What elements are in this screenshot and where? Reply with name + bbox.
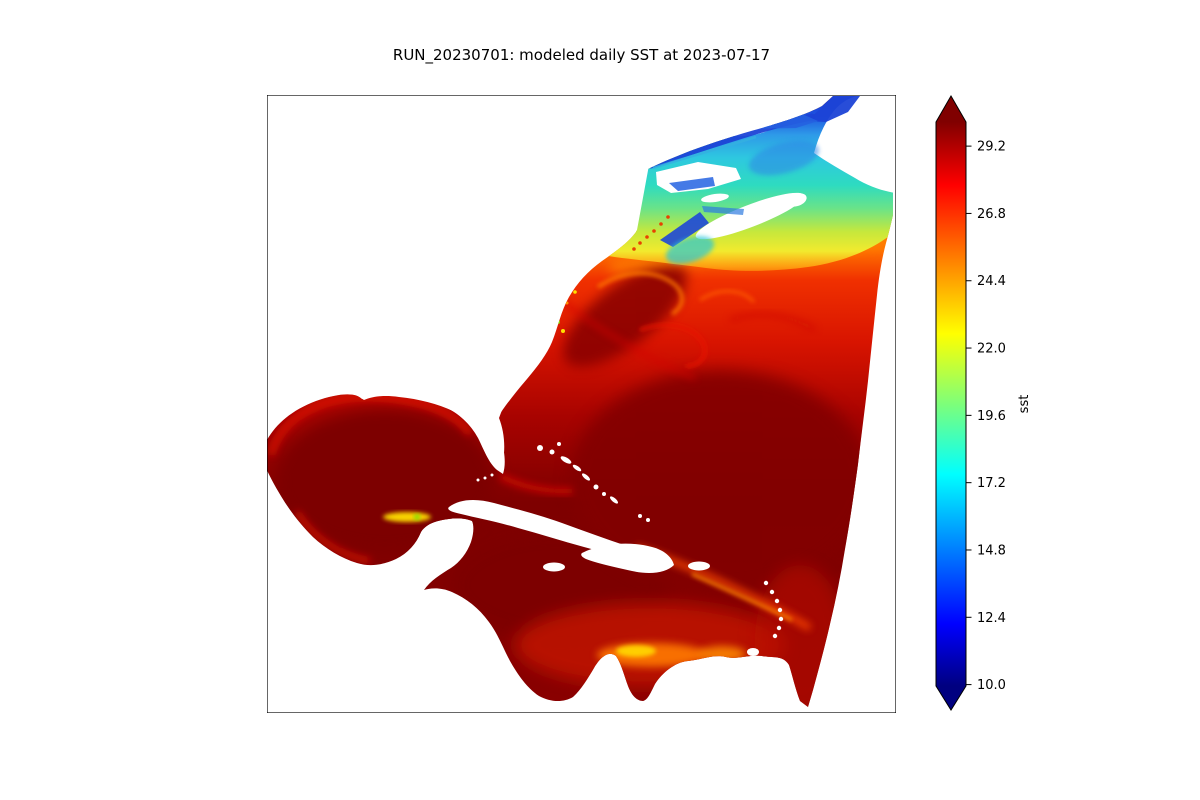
colorbar-tick-label: 22.0: [977, 342, 1006, 357]
campeche-upwelling: [383, 512, 431, 522]
gulf-stream-meander: [729, 312, 817, 333]
colorbar-tick-label: 14.8: [977, 543, 1006, 558]
gulf-stream-eddy-1: [596, 271, 684, 316]
florida-keys: [476, 473, 494, 482]
sst-map: [267, 95, 896, 713]
gulf-stream-filament: [558, 298, 696, 380]
newfoundland: [814, 96, 896, 193]
slope-water-band: [563, 263, 687, 367]
hispaniola: [581, 543, 674, 573]
venezuela-upwelling-east: [698, 646, 746, 662]
bay-of-fundy: [660, 212, 709, 247]
colorbar: 29.2 26.8 24.4 22.0 19.6 17.2 14.8 12.4 10.0 sst: [935, 94, 1032, 711]
campeche-coastal-rim: [295, 510, 371, 563]
colorbar-bar: [935, 94, 967, 711]
colorbar-tick-label: 24.4: [977, 274, 1006, 289]
gulf-st-lawrence-core: [749, 140, 819, 176]
prince-edward-island: [701, 193, 729, 203]
colorbar-tick-label: 17.2: [977, 476, 1006, 491]
colorbar-label: sst: [1017, 395, 1032, 414]
colorbar-tick-label: 26.8: [977, 207, 1006, 222]
sargasso-warm-pool: [570, 370, 870, 590]
anticosti-island: [730, 123, 774, 137]
bahamas-islands: [537, 442, 650, 522]
maine-coast-estuaries: [632, 215, 670, 251]
strait-of-belle-isle: [806, 96, 860, 122]
east-boundary-band: [755, 565, 845, 707]
colorbar-tick-label: 10.0: [977, 678, 1006, 693]
figure-title: RUN_20230701: modeled daily SST at 2023-…: [392, 46, 771, 64]
venezuela-upwelling: [597, 643, 707, 667]
nova-scotia: [695, 192, 805, 240]
colorbar-tick-label: 29.2: [977, 140, 1006, 155]
florida-strait-current: [498, 473, 573, 495]
venezuela-upwelling-core: [616, 645, 656, 657]
cape-breton: [787, 193, 807, 207]
colorbar-tick-label: 12.4: [977, 611, 1006, 626]
gulf-stream-eddy-2: [699, 289, 756, 304]
puerto-rico: [688, 561, 710, 571]
jamaica: [543, 562, 565, 572]
trinidad: [747, 648, 759, 656]
northumberland-strait: [702, 206, 744, 215]
north-america-mainland: [267, 95, 649, 468]
colorbar-ticks: 29.2 26.8 24.4 22.0 19.6 17.2 14.8 12.4 10.0: [966, 140, 1006, 693]
land-masses: [267, 95, 896, 656]
chaleur-bay: [669, 177, 715, 191]
lesser-antilles: [763, 580, 784, 639]
campeche-upwelling-core: [414, 514, 420, 520]
gulf-of-mexico-warm-pool: [275, 408, 495, 552]
antilles-current-core: [691, 572, 793, 622]
gulf-stream-eddy-3: [639, 323, 707, 368]
colorbar-tick-label: 19.6: [977, 409, 1006, 424]
estuary-cyan-fringe: [652, 135, 757, 170]
gulf-of-maine-cold: [665, 236, 715, 264]
